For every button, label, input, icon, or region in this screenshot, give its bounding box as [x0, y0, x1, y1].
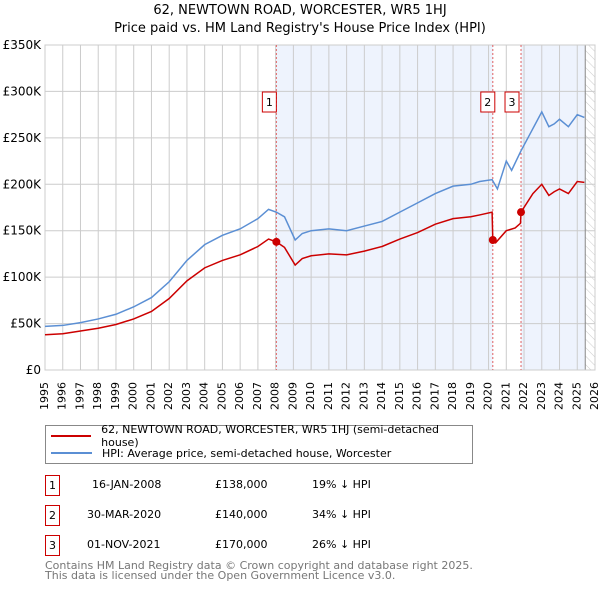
legend-swatch	[51, 452, 92, 454]
x-tick-label: 2023	[535, 382, 548, 410]
x-tick-label: 1999	[109, 382, 122, 410]
legend-label: HPI: Average price, semi-detached house,…	[102, 446, 392, 460]
sale-number-badge: 3	[45, 535, 60, 556]
x-tick-label: 2009	[286, 382, 299, 410]
plot-border	[44, 44, 596, 371]
x-tick-label: 2024	[553, 382, 566, 410]
x-tick-label: 2013	[357, 382, 370, 410]
x-tick-label: 2012	[340, 382, 353, 410]
sale-label: 2	[484, 96, 491, 109]
x-tick-label: 1996	[56, 382, 69, 410]
x-tick-label: 2005	[215, 382, 228, 410]
chart-subtitle: Price paid vs. HM Land Registry's House …	[114, 21, 486, 36]
sale-price: £140,000	[215, 508, 268, 521]
hpi-difference: 26% ↓ HPI	[312, 538, 371, 551]
sale-point	[488, 236, 497, 244]
x-tick-label: 2018	[446, 382, 459, 410]
x-tick-label: 2004	[198, 382, 211, 410]
x-tick-label: 2021	[499, 382, 512, 410]
sale-label-box	[261, 91, 277, 113]
footer: Contains HM Land Registry data © Crown c…	[45, 559, 473, 582]
x-tick-label: 2008	[269, 382, 282, 410]
x-tick-label: 2006	[233, 382, 246, 410]
y-tick-label: £300K	[3, 84, 43, 98]
hpi-line	[44, 110, 585, 328]
legend: 62, NEWTOWN ROAD, WORCESTER, WR5 1HJ (se…	[45, 423, 473, 464]
legend-label: 62, NEWTOWN ROAD, WORCESTER, WR5 1HJ (se…	[101, 423, 439, 449]
x-tick-label: 2017	[428, 382, 441, 410]
sale-date: 30-MAR-2020	[87, 508, 162, 521]
shaded-period	[521, 45, 586, 370]
x-tick-label: 2011	[322, 382, 335, 410]
x-tick-label: 2016	[411, 382, 424, 410]
sale-label: 1	[266, 96, 273, 109]
legend-item-hpi: HPI: Average price, semi-detached house,…	[51, 445, 391, 461]
x-tick-label: 2022	[517, 382, 530, 410]
price-chart: 1995 1996 1997 1998 1999 2000 2001 2002 2003 2004…	[3, 38, 600, 410]
hpi-difference: 19% ↓ HPI	[312, 478, 371, 491]
x-tick-label: 2000	[127, 382, 140, 410]
hpi-difference: 34% ↓ HPI	[312, 508, 371, 521]
x-tick-label: 2026	[588, 382, 600, 410]
sale-date: 01-NOV-2021	[87, 538, 161, 551]
sale-label-box	[504, 91, 520, 113]
x-tick-label: 1997	[73, 382, 86, 410]
legend-item-property: 62, NEWTOWN ROAD, WORCESTER, WR5 1HJ (se…	[51, 423, 472, 449]
x-tick-label: 2010	[304, 382, 317, 410]
x-tick-label: 2014	[375, 382, 388, 410]
y-tick-label: £100K	[3, 270, 43, 284]
property-price-line	[44, 180, 585, 336]
y-tick-label: £50K	[10, 317, 42, 331]
sale-price: £138,000	[215, 478, 268, 491]
sale-label-box	[480, 91, 496, 113]
y-tick-label: £250K	[3, 131, 43, 145]
forecast-hatch	[585, 45, 595, 370]
sale-date: 16-JAN-2008	[92, 478, 162, 491]
legend-swatch	[51, 435, 92, 437]
x-tick-label: 2015	[393, 382, 406, 410]
x-tick-label: 2002	[162, 382, 175, 410]
x-tick-label: 2001	[144, 382, 157, 410]
y-tick-label: £150K	[3, 224, 43, 238]
x-tick-label: 1998	[91, 382, 104, 410]
x-tick-label: 2020	[482, 382, 495, 410]
y-tick-label: £350K	[3, 38, 43, 52]
x-tick-label: 2003	[180, 382, 193, 410]
sale-number-badge: 2	[45, 505, 60, 526]
x-tick-label: 2007	[251, 382, 264, 410]
sale-price: £170,000	[215, 538, 268, 551]
x-tick-label: 1995	[38, 382, 51, 410]
footer-line: Contains HM Land Registry data © Crown c…	[45, 559, 473, 572]
sale-number-badge: 1	[45, 475, 60, 496]
sale-point	[517, 208, 526, 217]
x-tick-label: 2025	[570, 382, 583, 410]
y-tick-label: £0	[26, 363, 41, 377]
sale-point	[272, 237, 281, 246]
y-tick-label: £200K	[3, 177, 43, 191]
sale-label: 3	[509, 96, 516, 109]
footer-line: This data is licensed under the Open Gov…	[45, 569, 396, 582]
shaded-period	[276, 45, 493, 370]
chart-title: 62, NEWTOWN ROAD, WORCESTER, WR5 1HJ	[153, 3, 447, 18]
x-tick-label: 2019	[464, 382, 477, 410]
